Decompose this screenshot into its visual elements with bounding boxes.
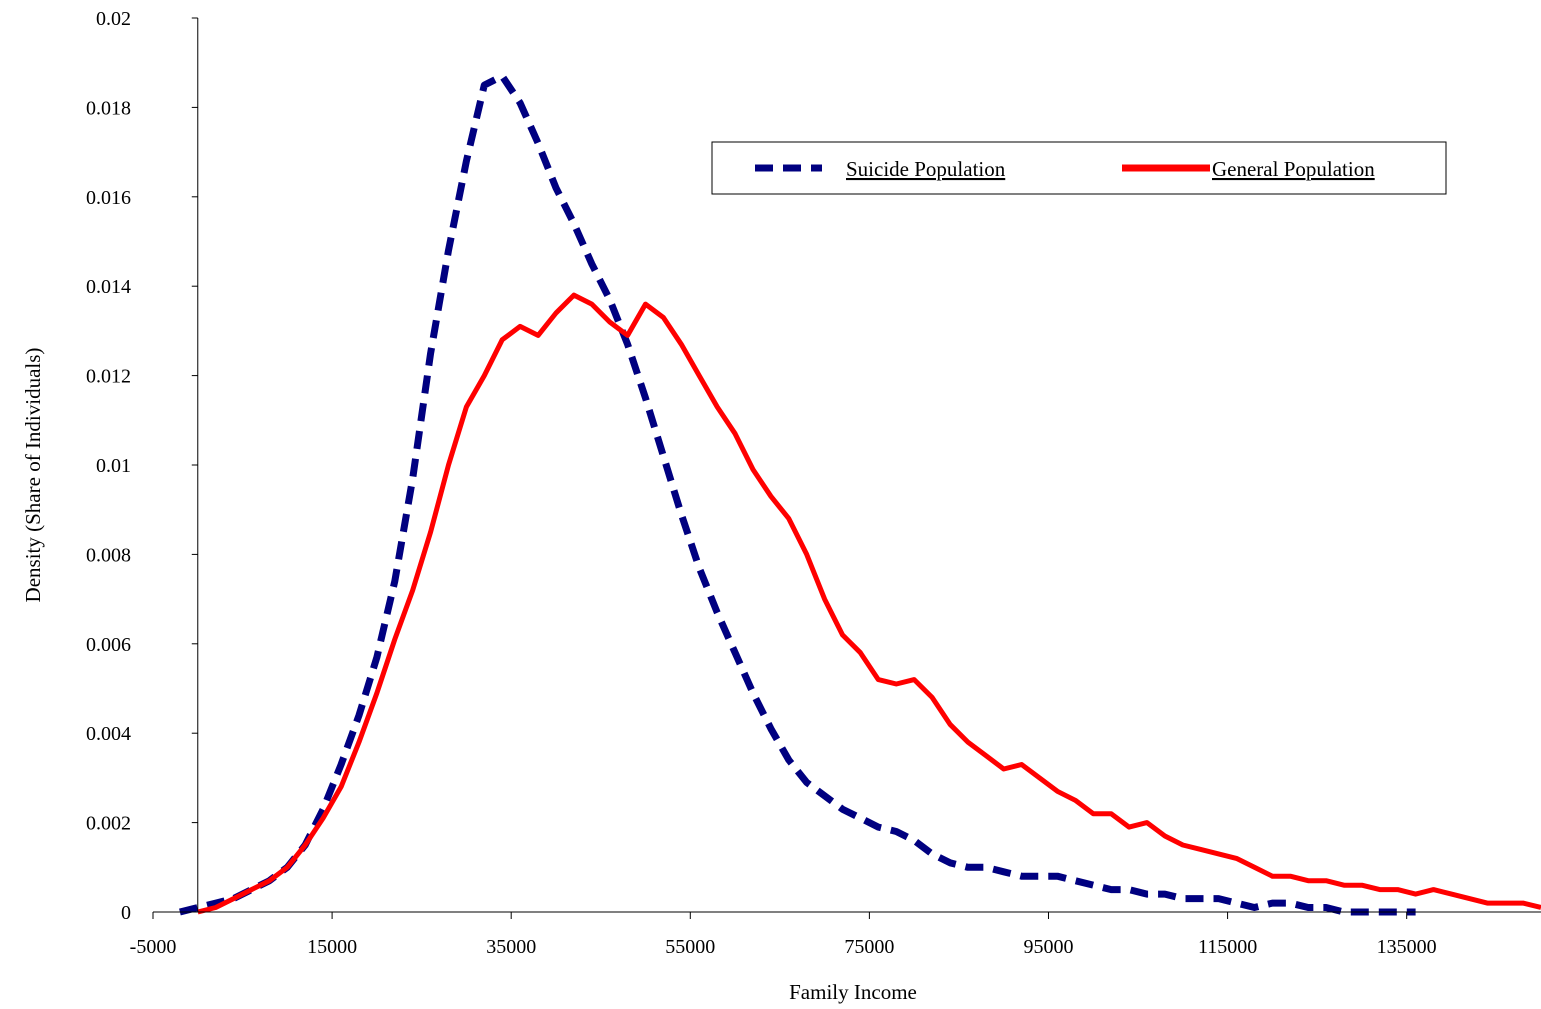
x-tick-label: 15000 [307, 936, 357, 958]
series-line-suicide-population [179, 72, 1416, 916]
x-tick-label: 35000 [486, 936, 536, 958]
series-line-general-population [197, 292, 1541, 915]
legend: Suicide Population General Population [711, 141, 1447, 195]
y-tick-label: 0.006 [86, 634, 131, 656]
y-tick-label: 0.016 [86, 187, 131, 209]
y-tick-label: 0.014 [86, 276, 131, 298]
x-tick-label: -5000 [130, 936, 177, 958]
legend-label-suicide-population: Suicide Population [846, 157, 1006, 181]
y-tick-label: 0.008 [86, 544, 131, 566]
legend-box [711, 141, 1447, 195]
y-tick-label: 0.02 [96, 8, 131, 30]
y-tick-label: 0.004 [86, 723, 131, 745]
legend-label-general-population: General Population [1212, 157, 1375, 181]
y-axis-title: Density (Share of Individuals) [21, 348, 45, 603]
x-tick-label: 55000 [665, 936, 715, 958]
axes: -5000 15000 35000 55000 75000 95000 115000 1350… [86, 8, 1541, 958]
x-axis-title: Family Income [789, 980, 917, 1004]
x-tick-label: 115000 [1198, 936, 1257, 958]
y-tick-label: 0.018 [86, 97, 131, 119]
plot-area [179, 72, 1541, 916]
x-tick-label: 75000 [844, 936, 894, 958]
x-tick-label: 135000 [1377, 936, 1437, 958]
y-tick-label: 0.01 [96, 455, 131, 477]
y-tick-label: 0 [121, 902, 131, 924]
x-tick-label: 95000 [1023, 936, 1073, 958]
y-tick-label: 0.012 [86, 366, 131, 388]
y-tick-label: 0.002 [86, 813, 131, 835]
